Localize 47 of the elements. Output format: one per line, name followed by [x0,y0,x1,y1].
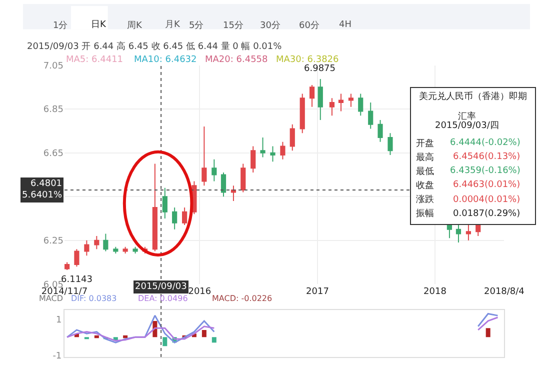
text: DIF: 0.0383 [71,294,117,303]
y-tick-label: 6.85 [43,105,64,116]
text: 5分 [189,20,204,31]
annotation: 最低 [416,166,434,177]
y-tick-label: 1 [56,315,62,326]
annotation: 6.4359(-0.16%) [450,166,520,176]
text: MACD [39,294,63,303]
text: 日K [91,20,107,30]
x-tick-label: 2017 [306,287,329,298]
annotation: 6.1143 [61,275,92,285]
annotation: 汇率 [458,111,476,122]
annotation: 收盘 [416,180,434,191]
text: 60分 [299,20,320,31]
y-tick-label: -1 [52,351,62,362]
annotation: 6.4444(-0.02%) [450,138,520,148]
ref-line-label: 6.4801 5.6401% [22,179,62,201]
annotation: 6.4463(0.01%) [453,180,520,190]
annotation: 6.9875 [304,64,336,74]
text: MACD: -0.0226 [212,294,272,303]
ref-line-label: 2015/09/03 [135,282,187,292]
annotation: 开盘 [416,138,434,149]
annotation: 涨跌 [416,194,434,205]
annotation: 振幅 [416,208,434,219]
x-tick-label: 2018 [424,287,447,298]
text: MA10: 6.4632 [134,55,197,65]
y-tick-label: 6.65 [43,148,64,159]
text: MA20: 6.4558 [205,55,268,65]
text: MA30: 6.3826 [276,55,340,65]
text: 15分 [223,20,244,31]
text: DEA: 0.0496 [138,294,188,303]
x-tick-label: 2018/8/4 [484,287,525,298]
text: 1分 [53,20,68,31]
y-tick-label: 6.25 [43,236,64,247]
annotation: 美元兑人民币（香港）即期 [419,91,527,102]
annotation: 最高 [416,152,434,163]
text: 周K [127,20,143,31]
text: 2015/09/03 开 6.44 高 6.45 收 6.45 低 6.44 量 0 幅 0.01% [27,41,282,52]
y-tick-label: 7.05 [43,61,64,72]
text: 30分 [260,20,280,31]
annotation: 6.4546(0.13%) [453,152,520,162]
text: MA5: 6.4411 [66,55,124,65]
x-tick-label: 2016 [188,287,212,298]
text: 月K [165,20,181,30]
annotation: 2015/09/03/四 [435,121,499,131]
annotation: 0.0187(0.29%) [453,209,520,219]
text: 4H [339,20,352,30]
annotation: 0.0004(0.01%) [453,195,520,205]
